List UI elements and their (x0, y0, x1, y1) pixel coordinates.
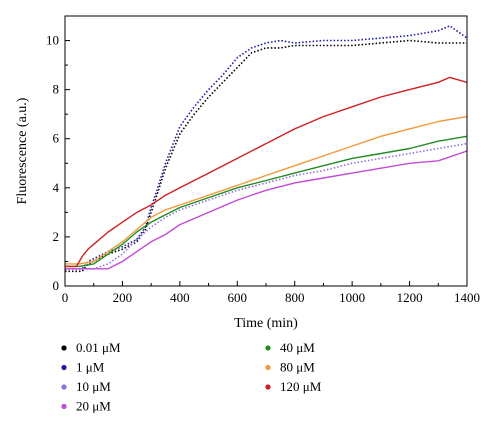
legend: 0.01 μM 1 μM 10 μM 20 μM 40 μM 80 μM 120 μM (61, 340, 322, 414)
x-tick-label: 200 (113, 290, 133, 305)
series-line-0-01-m (65, 39, 467, 273)
legend-label-1-m: 1 μM (76, 360, 105, 375)
x-tick-label: 1400 (454, 290, 480, 305)
x-tick-label: 800 (285, 290, 305, 305)
series-layer (65, 25, 467, 273)
x-axis-title: Time (min) (234, 316, 298, 331)
y-tick-label: 10 (46, 33, 59, 48)
x-tick-label: 600 (228, 290, 248, 305)
series-line-40-m (65, 135, 467, 268)
legend-marker-0-01-m (61, 345, 67, 351)
legend-marker-20-m (61, 403, 67, 410)
y-tick-label: 0 (53, 278, 60, 293)
legend-label-40-m: 40 μM (280, 340, 315, 355)
series-line-1-m (65, 25, 467, 270)
series-line-120-m (65, 76, 467, 268)
legend-marker-40-m (265, 345, 271, 351)
y-tick-label: 6 (53, 131, 60, 146)
legend-label-120-m: 120 μM (280, 379, 322, 394)
y-axis-title: Fluorescence (a.u.) (15, 97, 30, 204)
series-line-10-m (65, 142, 467, 270)
legend-marker-10-m (61, 384, 67, 390)
x-tick-label: 400 (170, 290, 190, 305)
series-line-20-m (65, 150, 467, 270)
y-tick-label: 2 (53, 229, 60, 244)
x-tick-label: 0 (62, 290, 69, 305)
y-tick-label: 8 (53, 82, 60, 97)
legend-marker-120-m (265, 384, 271, 390)
series-line-80-m (65, 115, 467, 265)
x-tick-label: 1000 (339, 290, 365, 305)
legend-label-80-m: 80 μM (280, 360, 315, 375)
ticks-layer: 0 200 400 600 800 1000 1200 1400 0 2 4 6 8 10 (46, 33, 480, 305)
x-tick-label: 1200 (397, 290, 423, 305)
legend-label-0-01-m: 0.01 μM (76, 340, 121, 355)
legend-marker-80-m (265, 364, 271, 371)
legend-label-10-m: 10 μM (76, 379, 111, 394)
y-tick-label: 4 (53, 180, 60, 195)
legend-marker-1-m (61, 364, 67, 371)
legend-label-20-m: 20 μM (76, 399, 111, 414)
